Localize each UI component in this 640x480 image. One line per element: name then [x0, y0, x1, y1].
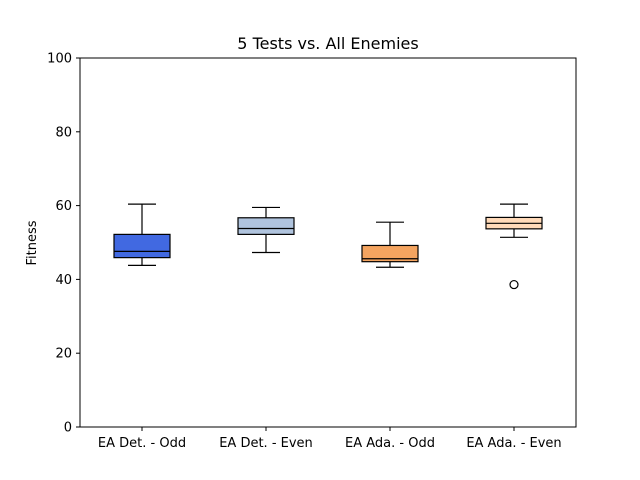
x-tick-label: EA Det. - Odd — [98, 436, 186, 451]
chart-title: 5 Tests vs. All Enemies — [237, 34, 418, 53]
y-tick-label: 100 — [47, 52, 72, 67]
y-axis-label: Fitness — [25, 220, 40, 265]
x-tick-label: EA Det. - Even — [219, 436, 313, 451]
box-iqr — [361, 244, 419, 263]
x-tick-label: EA Ada. - Even — [466, 436, 561, 451]
box-iqr — [237, 217, 295, 235]
plot-area: 0 20 40 60 80 100 EA Det. - Odd EA Det. - Even E… — [47, 52, 562, 452]
y-tick-label: 60 — [55, 199, 72, 214]
y-tick-label: 40 — [55, 273, 72, 288]
box-iqr — [113, 233, 171, 259]
y-tick-label: 80 — [55, 125, 72, 140]
outlier-point — [509, 279, 519, 290]
x-tick-label: EA Ada. - Odd — [345, 436, 435, 451]
y-tick-label: 20 — [55, 347, 72, 362]
plot-frame — [79, 57, 577, 428]
y-tick-label: 0 — [64, 421, 72, 436]
